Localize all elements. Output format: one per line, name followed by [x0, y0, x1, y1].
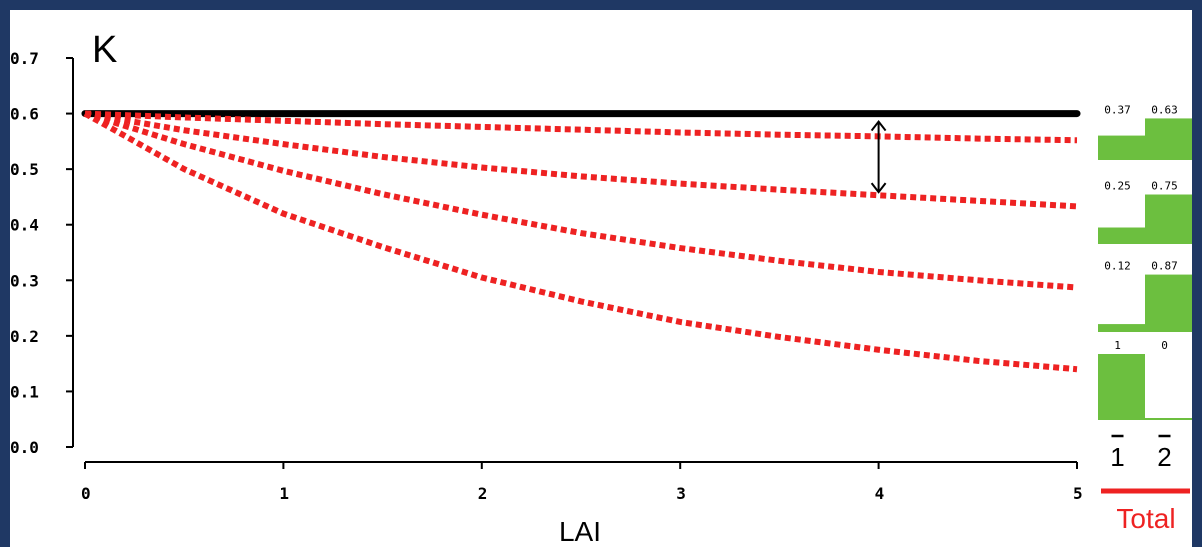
inset-category-label: 2 [1157, 442, 1171, 472]
inset-bar [1098, 354, 1145, 420]
arrow-head-top [870, 119, 887, 132]
x-tick-label: 2 [478, 484, 488, 503]
y-tick-label: 0.6 [10, 105, 39, 124]
y-axis-title: K [92, 29, 117, 71]
x-tick-label: 3 [676, 484, 686, 503]
y-tick-label: 0.0 [10, 438, 39, 457]
component-k-line-2 [84, 110, 1078, 210]
inset-bar [1098, 227, 1145, 244]
inset-bar-value: 0.37 [1104, 103, 1131, 116]
inset-bar [1145, 194, 1192, 244]
x-tick-label: 5 [1073, 484, 1083, 503]
inset-group: 0.37 0.63 [1098, 103, 1192, 160]
inset-bar [1098, 324, 1145, 332]
axes: 0.0 0.1 0.2 0.3 0.4 0.5 0.6 0.7 0 1 2 3 4 5 [10, 49, 1083, 503]
inset-bar [1145, 274, 1192, 332]
y-tick-label: 0.1 [10, 382, 39, 401]
x-tick-label: 1 [279, 484, 289, 503]
arrow-head-bottom [870, 182, 887, 194]
x-axis-title: LAI [559, 516, 601, 547]
x-tick-label: 4 [875, 484, 885, 503]
inset-bar-value: 0.75 [1151, 180, 1178, 193]
y-tick-label: 0.5 [10, 160, 39, 179]
y-tick-label: 0.4 [10, 216, 39, 235]
inset-category-label: 1 [1110, 442, 1124, 472]
inset-group: 0.12 0.87 [1098, 260, 1192, 332]
inset-bar-value: 0.25 [1104, 180, 1131, 193]
y-tick-label: 0.3 [10, 271, 39, 290]
component-k-line-3 [84, 110, 1078, 291]
inset-bar-value: 0 [1161, 339, 1168, 352]
annotations [870, 119, 887, 194]
component-k-line-4 [83, 110, 1078, 373]
series-lines [81, 110, 1081, 373]
inset-group: 0.25 0.75 [1098, 180, 1192, 244]
x-tick-label: 0 [81, 484, 91, 503]
total-label: Total [1116, 503, 1175, 534]
inset-bar [1145, 118, 1192, 160]
y-tick-label: 0.7 [10, 49, 39, 68]
inset-bar-value: 0.63 [1151, 103, 1178, 116]
inset-bar [1098, 135, 1145, 160]
inset-bar-value: 1 [1114, 339, 1121, 352]
inset-bar-value: 0.12 [1104, 260, 1131, 273]
inset-bar-value: 0.87 [1151, 260, 1178, 273]
inset-bar [1145, 418, 1192, 420]
component-k-line-1 [84, 110, 1078, 144]
y-tick-label: 0.2 [10, 327, 39, 346]
